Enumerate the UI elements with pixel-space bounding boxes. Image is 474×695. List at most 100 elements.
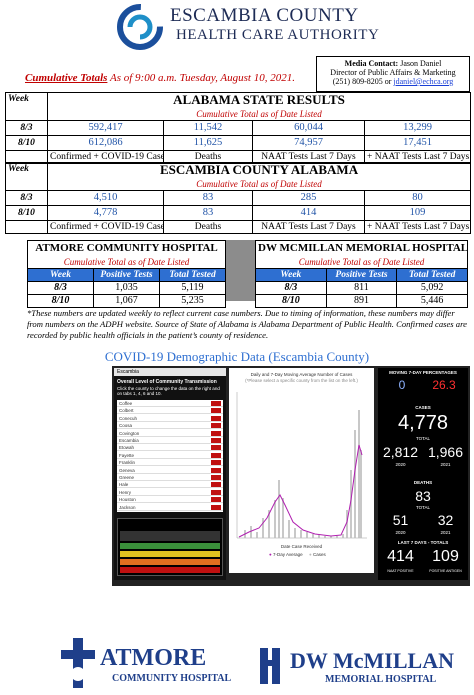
value-cell: 891 (325, 293, 398, 308)
transmission-swatch (211, 467, 221, 473)
county-row[interactable]: Covington (117, 430, 223, 437)
pct-positivity: 0 (398, 378, 406, 392)
county-label: Henry (119, 489, 132, 495)
legend-label: 7-Day Average (272, 552, 303, 557)
hospital-title: DW MCMILLAN MEMORIAL HOSPITAL (255, 240, 468, 256)
county-label: Etowah (119, 445, 135, 451)
media-title: Director of Public Affairs & Marketing (330, 68, 456, 77)
title-row: Week ESCAMBIA COUNTY ALABAMA (5, 162, 472, 191)
dateline: Cumulative Totals As of 9:00 a.m. Tuesda… (25, 72, 295, 84)
hospital-title: ATMORE COMMUNITY HOSPITAL (27, 240, 226, 256)
dateline-text: As of 9:00 a.m. Tuesday, August 10, 2021… (109, 72, 295, 84)
separator (226, 240, 255, 301)
dw-sub: MEMORIAL HOSPITAL (325, 674, 437, 685)
legend-cases: ● Cases (309, 552, 326, 557)
last7-cases-label: NAAT POSITIVE (387, 569, 414, 573)
county-label: Colbert (119, 408, 134, 414)
county-row[interactable]: Escambia (117, 437, 223, 444)
subtitle-row: Cumulative Total as of Date Listed (6, 177, 472, 191)
transmission-swatch (211, 489, 221, 495)
value-cell: 11,542 (163, 119, 253, 136)
county-row[interactable]: Franklin (117, 459, 223, 467)
column-header: Week (255, 267, 327, 282)
subtitle-row: Cumulative Total as of Date Listed (255, 255, 468, 269)
county-row[interactable]: Conecuh (117, 415, 223, 422)
data-row: 8/10 4,778 83 414 109 (5, 204, 472, 221)
column-label: + NAAT Tests Last 7 Days (363, 219, 472, 234)
dashboard: Escambia Overall Level of Community Tran… (112, 366, 470, 586)
value-cell: 109 (363, 204, 472, 221)
county-panel: Escambia Overall Level of Community Tran… (114, 368, 226, 580)
county-row[interactable]: Etowah (117, 444, 223, 452)
data-row: 8/10 612,086 11,625 74,957 17,451 (5, 134, 472, 151)
deaths-total: 83 (415, 488, 431, 504)
label-row: Confirmed + COVID-19 Cases Deaths NAAT Tes… (5, 149, 472, 164)
transmission-title: Overall Level of Community Transmission (117, 379, 217, 385)
week-cell: 8/10 (5, 204, 48, 221)
week-cell: 8/10 (27, 293, 94, 308)
total-label: TOTAL (415, 436, 431, 441)
media-name: Jason Daniel (400, 59, 442, 68)
transmission-swatch (211, 438, 221, 443)
county-row[interactable]: Greene (117, 474, 223, 481)
county-name: Escambia (114, 368, 226, 376)
county-row[interactable]: Coffee (117, 400, 223, 407)
table-title: ALABAMA STATE RESULTS (46, 92, 472, 108)
results-table: Week ESCAMBIA COUNTY ALABAMA Cumulative To… (5, 162, 472, 234)
county-row[interactable]: Fayette (117, 452, 223, 459)
county-row[interactable]: Hale (117, 481, 223, 489)
chart-note: (*Please select a specific county from t… (245, 378, 358, 383)
county-row[interactable]: Jackson (117, 504, 223, 511)
transmission-legend (117, 518, 223, 576)
transmission-swatch (211, 408, 221, 414)
dw-name: DW McMILLAN (290, 648, 454, 673)
county-row[interactable]: Houston (117, 496, 223, 504)
county-row[interactable]: Colbert (117, 407, 223, 415)
week-header: Week (5, 92, 48, 121)
data-row: 8/10 1,067 5,235 (27, 293, 226, 308)
county-label: Coffee (119, 401, 133, 406)
value-cell: 17,451 (363, 134, 472, 151)
footnote: *These numbers are updated weekly to ref… (27, 308, 467, 340)
data-row: 8/10 891 5,446 (255, 293, 468, 308)
county-label: Greene (119, 475, 135, 480)
value-cell: 74,957 (252, 134, 365, 151)
value-cell: 4,510 (47, 189, 164, 206)
total-label: TOTAL (415, 505, 431, 510)
deaths-title: DEATHS (413, 480, 433, 485)
table-subtitle: Cumulative Total as of Date Listed (46, 107, 472, 121)
data-row: 8/3 4,510 83 285 80 (5, 189, 472, 206)
county-row[interactable]: Henry (117, 489, 223, 496)
atmore-logo (61, 638, 95, 688)
legend-label: Cases (312, 552, 326, 557)
value-cell: 811 (325, 280, 398, 295)
column-label: Deaths (163, 219, 253, 234)
header-row: Week Positive Tests Total Tested (27, 267, 226, 282)
media-contact-line: Media Contact: Jason Daniel (317, 59, 469, 68)
value-cell: 1,035 (93, 280, 160, 295)
value-cell: 60,044 (252, 119, 365, 136)
deaths-2021: 32 (437, 512, 454, 528)
transmission-swatch (211, 460, 221, 466)
media-phone: (251) 809-8205 or (332, 77, 392, 86)
value-cell: 285 (252, 189, 365, 206)
media-email[interactable]: jdaniel@echca.org (393, 77, 454, 86)
week-cell: 8/10 (255, 293, 327, 308)
county-row[interactable]: Geneva (117, 467, 223, 474)
year-label: 2021 (440, 462, 451, 467)
column-label: NAAT Tests Last 7 Days (252, 219, 365, 234)
column-header: Positive Tests (93, 267, 160, 282)
year-label: 2020 (395, 462, 406, 467)
last7-tests: 109 (432, 548, 459, 565)
county-row[interactable]: Coosa (117, 422, 223, 430)
last7-tests-label: POSITIVE ANTIGEN (429, 569, 462, 573)
column-header: Total Tested (396, 267, 468, 282)
x-axis-title: Date Case Received (280, 544, 323, 549)
data-row: 8/3 592,417 11,542 60,044 13,299 (5, 119, 472, 136)
data-row: 8/3 811 5,092 (255, 280, 468, 295)
value-cell: 5,446 (396, 293, 468, 308)
media-phone-line: (251) 809-8205 or jdaniel@echca.org (317, 77, 469, 86)
cases-2020: 2,812 (382, 444, 419, 460)
column-header: Total Tested (159, 267, 226, 282)
transmission-swatch (211, 504, 221, 510)
